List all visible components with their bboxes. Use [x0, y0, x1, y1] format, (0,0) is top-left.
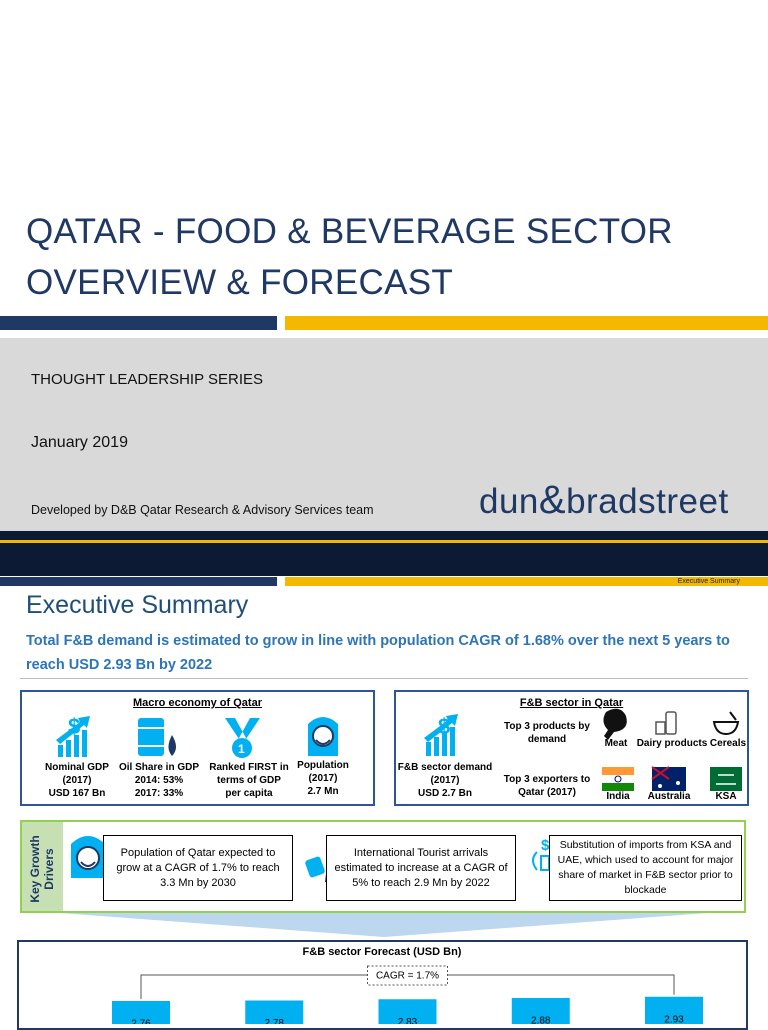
value-label: 2.76 [131, 1019, 151, 1024]
exporters-label: Top 3 exporters to Qatar (2017) [495, 773, 599, 799]
heading: Executive Summary [26, 591, 249, 619]
products-label: Top 3 products by demand [495, 720, 599, 746]
flag-india [602, 767, 634, 791]
value-label: 2.93 [664, 1014, 684, 1024]
cagr-box [367, 965, 448, 986]
title-line: QATAR - FOOD & BEVERAGE SECTOR [26, 212, 673, 251]
cereal-icon [712, 711, 740, 736]
box-title: F&B sector in Qatar [519, 697, 624, 709]
svg-text:$: $ [541, 837, 550, 854]
line: Drivers [42, 848, 56, 890]
exporter: India [606, 791, 630, 802]
population-icon [71, 836, 105, 878]
svg-text:$: $ [68, 714, 80, 739]
oil-icon [138, 718, 176, 756]
driver: International Tourist arrivals estimated… [326, 835, 516, 901]
stripe [285, 316, 768, 330]
svg-text:1: 1 [238, 742, 245, 756]
drivers-box [20, 820, 746, 913]
drivers-label-panel [22, 822, 63, 911]
exporter: KSA [715, 791, 737, 802]
logo-text: dun [479, 482, 539, 521]
line: Ranked FIRST in [209, 762, 289, 773]
line: Qatar (2017) [518, 787, 576, 798]
drivers-label: Key Growth Drivers [28, 824, 56, 914]
line: (2017) [62, 775, 92, 786]
macro-box [20, 690, 375, 806]
product: Cereals [709, 738, 747, 749]
fb-box [394, 690, 749, 806]
dairy-icon [655, 711, 677, 735]
line: 2017: 33% [134, 788, 184, 799]
flag-australia [651, 766, 686, 791]
macro-icons: $ 1 [56, 714, 338, 758]
title-line: OVERVIEW & FORECAST [26, 263, 454, 302]
gdp-icon: $ [56, 714, 90, 757]
value-label: 2.88 [531, 1016, 551, 1024]
logo-amp: & [538, 478, 567, 522]
value-label: 2.83 [398, 1017, 418, 1024]
stripe [0, 316, 277, 330]
annotation: CAGR = 1.7% [376, 971, 439, 982]
line: terms of GDP [217, 775, 281, 786]
line: (2017) [308, 773, 338, 784]
fb-demand: F&B sector demand (2017) USD 2.7 Bn [395, 761, 495, 800]
population-icon [308, 717, 338, 756]
flag-ksa [710, 767, 742, 791]
chart-title: F&B sector Forecast (USD Bn) [303, 946, 462, 958]
substitution-icon: $ [532, 837, 550, 871]
line: F&B sector demand [397, 762, 493, 773]
line: Oil Share in GDP [118, 762, 200, 773]
demand-icon: $ [424, 714, 458, 756]
line: 2.7 Mn [307, 786, 339, 797]
box-title: Macro economy of Qatar [133, 697, 262, 709]
line: Top 3 exporters to [503, 774, 591, 785]
exporter: Australia [647, 791, 691, 802]
chart: F&B sector Forecast (USD Bn) CAGR = 1.7%… [112, 946, 703, 1024]
dark-band [0, 531, 768, 576]
bar [645, 996, 703, 1024]
bar [511, 998, 570, 1024]
subtitle: Total F&B demand is estimated to grow in… [26, 633, 730, 673]
line: Key Growth [28, 835, 42, 903]
bar [378, 999, 437, 1024]
line: per capita [225, 788, 273, 799]
line: (2017) [430, 775, 460, 786]
date: January 2019 [31, 434, 128, 451]
line: 2014: 53% [134, 775, 184, 786]
stripe [0, 577, 277, 586]
product: Dairy products [636, 738, 708, 749]
rank-icon: 1 [225, 718, 260, 758]
section-tag: Executive Summary [677, 578, 740, 585]
driver: Substitution of imports from KSA and UAE… [549, 835, 742, 901]
stripe [0, 540, 768, 543]
driver: Population of Qatar expected to grow at … [103, 835, 293, 901]
logo-text: bradstreet [566, 482, 729, 521]
line: demand [527, 734, 567, 745]
bar [112, 1001, 170, 1024]
bar [245, 1000, 304, 1024]
product: Meat [604, 738, 628, 749]
macro-item: Oil Share in GDP 2014: 53% 2017: 33% [113, 761, 205, 800]
arrow [60, 913, 708, 937]
line: USD 2.7 Bn [418, 788, 472, 799]
developed-by: Developed by D&B Qatar Research & Adviso… [31, 503, 374, 517]
line: Top 3 products by [504, 721, 590, 732]
stripe [285, 577, 768, 586]
series: THOUGHT LEADERSHIP SERIES [31, 371, 264, 388]
value-label: 2.78 [265, 1018, 285, 1024]
line: Population [297, 760, 349, 771]
line: Nominal GDP [45, 762, 109, 773]
svg-text:$: $ [438, 714, 450, 739]
macro-item: Ranked FIRST in terms of GDP per capita [203, 761, 295, 800]
meat-icon [603, 708, 627, 740]
macro-item: Population (2017) 2.7 Mn [290, 759, 356, 798]
rule [20, 678, 748, 679]
fb-icons: $ [424, 708, 742, 791]
macro-item: Nominal GDP (2017) USD 167 Bn [32, 761, 122, 800]
logo: dun&bradstreet [479, 478, 729, 523]
cover-panel [0, 338, 768, 531]
line: USD 167 Bn [48, 788, 106, 799]
